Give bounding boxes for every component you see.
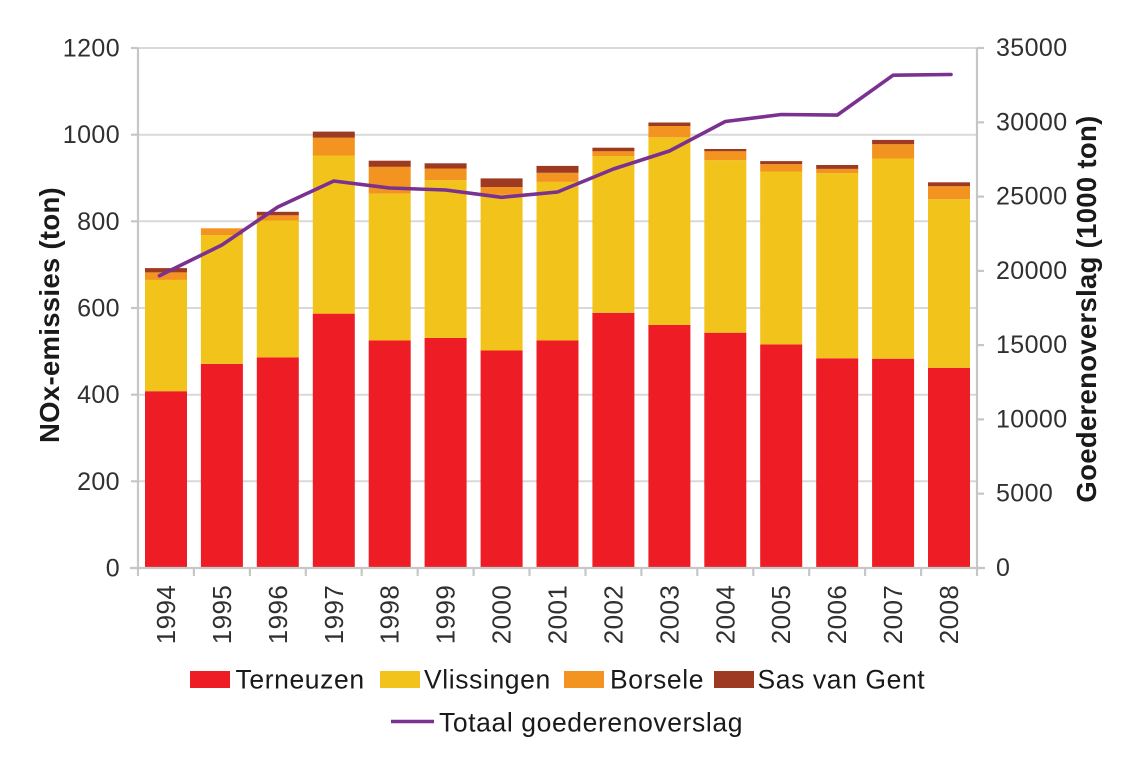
svg-text:1995: 1995 <box>207 585 237 644</box>
svg-text:0: 0 <box>996 554 1010 582</box>
svg-text:35000: 35000 <box>996 34 1068 62</box>
svg-text:NOx-emissies (ton): NOx-emissies (ton) <box>34 187 65 443</box>
svg-text:1998: 1998 <box>375 585 405 644</box>
svg-text:10000: 10000 <box>996 405 1068 433</box>
svg-text:2005: 2005 <box>766 585 796 644</box>
svg-text:800: 800 <box>77 208 120 236</box>
svg-text:2001: 2001 <box>543 585 573 644</box>
svg-text:1997: 1997 <box>319 585 349 644</box>
svg-text:1200: 1200 <box>63 35 120 63</box>
svg-text:2008: 2008 <box>934 585 964 644</box>
svg-text:Totaal goederenoverslag: Totaal goederenoverslag <box>439 708 743 738</box>
svg-text:1994: 1994 <box>151 585 181 644</box>
svg-text:0: 0 <box>106 555 120 583</box>
svg-text:5000: 5000 <box>996 480 1053 508</box>
svg-text:20000: 20000 <box>996 257 1068 285</box>
svg-text:2006: 2006 <box>822 585 852 644</box>
svg-text:2002: 2002 <box>598 585 628 644</box>
svg-text:Terneuzen: Terneuzen <box>236 665 365 695</box>
svg-text:200: 200 <box>77 468 120 496</box>
svg-text:2004: 2004 <box>710 585 740 644</box>
svg-text:2007: 2007 <box>878 585 908 644</box>
svg-text:Vlissingen: Vlissingen <box>424 665 551 695</box>
svg-text:30000: 30000 <box>996 108 1068 136</box>
svg-text:15000: 15000 <box>996 331 1068 359</box>
svg-text:2003: 2003 <box>654 585 684 644</box>
svg-text:400: 400 <box>77 381 120 409</box>
svg-text:1000: 1000 <box>63 121 120 149</box>
svg-text:1999: 1999 <box>431 585 461 644</box>
svg-text:Borsele: Borsele <box>610 665 704 695</box>
svg-text:600: 600 <box>77 295 120 323</box>
svg-text:25000: 25000 <box>996 183 1068 211</box>
svg-text:1996: 1996 <box>263 585 293 644</box>
svg-text:2000: 2000 <box>487 585 517 644</box>
svg-text:Sas van Gent: Sas van Gent <box>758 665 926 695</box>
svg-text:Goederenoverslag (1000 ton): Goederenoverslag (1000 ton) <box>1071 115 1102 502</box>
